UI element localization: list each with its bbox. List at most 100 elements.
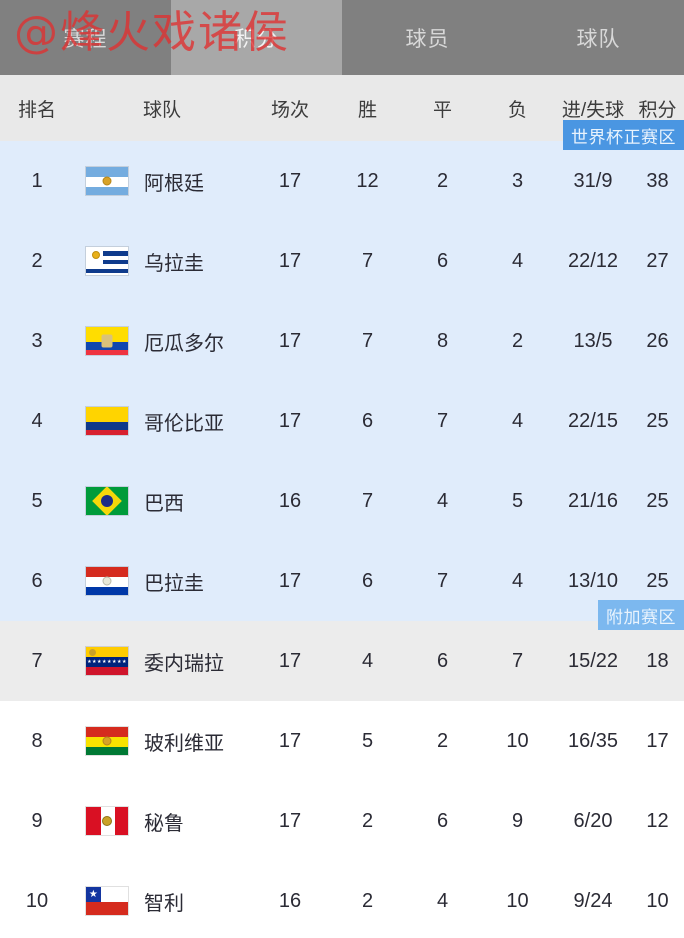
cell-lost: 3 [511,169,524,192]
cell-lost: 10 [506,729,529,752]
cell-played: 16 [278,489,302,512]
cell-team-name: 巴拉圭 [144,572,204,595]
column-header-draw: 平 [432,99,452,121]
cell-points: 25 [646,569,669,592]
cell-goals: 15/22 [567,649,619,672]
cell-draw: 7 [436,569,449,592]
flag-graphic [85,806,129,836]
column-header-points: 积分 [638,99,677,121]
cell-lost: 7 [511,649,524,672]
flag-paraguay-icon [74,566,140,596]
table-row[interactable]: 9 秘鲁 17 2 6 9 6/20 12 [0,781,684,861]
flag-brazil-icon [74,486,140,516]
table-header-row: 排名 球队 场次 胜 平 负 进/失球 积分 [0,75,684,141]
tab-label: 球员 [405,27,450,51]
cell-played: 17 [278,169,302,192]
cell-goals: 13/10 [567,569,619,592]
cell-goals: 6/20 [573,809,613,832]
tab-1[interactable]: 积分 [171,0,342,75]
tab-label: 赛程 [63,27,108,51]
cell-played: 17 [278,809,302,832]
cell-won: 7 [361,249,374,272]
tab-label: 积分 [234,27,279,51]
cell-points: 38 [646,169,669,192]
cell-points: 17 [646,729,669,752]
cell-rank: 2 [31,249,43,272]
cell-points: 18 [646,649,669,672]
cell-played: 17 [278,249,302,272]
tab-bar: 赛程 积分 球员 球队 [0,0,684,75]
flag-argentina-icon [74,166,140,196]
table-row[interactable]: 4 哥伦比亚 17 6 7 4 22/15 25 [0,381,684,461]
table-row[interactable]: 8 玻利维亚 17 5 2 10 16/35 17 [0,701,684,781]
flag-graphic: ★★★★★★★★ [85,646,129,676]
table-row[interactable]: 2 乌拉圭 17 7 6 4 22/12 27 [0,221,684,301]
cell-team-name: 厄瓜多尔 [144,332,224,355]
cell-lost: 10 [506,889,529,912]
flag-graphic [85,406,129,436]
cell-played: 17 [278,409,302,432]
cell-draw: 6 [436,249,449,272]
flag-graphic [85,726,129,756]
cell-draw: 6 [436,809,449,832]
cell-rank: 1 [31,169,43,192]
cell-goals: 21/16 [567,489,619,512]
cell-lost: 4 [511,569,524,592]
cell-won: 7 [361,329,374,352]
cell-team-name: 智利 [144,892,184,915]
cell-draw: 6 [436,649,449,672]
cell-rank: 3 [31,329,43,352]
flag-graphic [85,246,129,276]
flag-graphic [85,326,129,356]
cell-rank: 6 [31,569,43,592]
flag-graphic [85,566,129,596]
table-row[interactable]: 6 巴拉圭 17 6 7 4 13/10 25 [0,541,684,621]
zone-badge-playoff: 附加赛区 [598,600,684,630]
cell-lost: 5 [511,489,524,512]
tab-2[interactable]: 球员 [342,0,513,75]
tab-0[interactable]: 赛程 [0,0,171,75]
cell-points: 12 [646,809,669,832]
table-row[interactable]: 5 巴西 16 7 4 5 21/16 25 [0,461,684,541]
tab-label: 球队 [576,27,621,51]
flag-graphic [85,486,129,516]
cell-team-name: 玻利维亚 [144,732,224,755]
flag-uruguay-icon [74,246,140,276]
cell-team-name: 委内瑞拉 [144,652,224,675]
standings-table-body: 1 阿根廷 17 12 2 3 31/9 38 世界杯正赛区 2 乌拉圭 17 7 6 4 22/12 27 3 厄… [0,120,684,938]
column-header-played: 场次 [270,99,309,121]
flag-colombia-icon [74,406,140,436]
cell-won: 7 [361,489,374,512]
cell-won: 6 [361,409,374,432]
flag-chile-icon: ★ [74,886,140,916]
cell-played: 17 [278,649,302,672]
column-header-team: 球队 [142,99,181,121]
zone-badge-main: 世界杯正赛区 [563,120,684,150]
cell-goals: 16/35 [567,729,619,752]
cell-played: 16 [278,889,302,912]
cell-goals: 9/24 [573,889,613,912]
cell-played: 17 [278,329,302,352]
cell-rank: 5 [31,489,43,512]
cell-draw: 7 [436,409,449,432]
cell-goals: 22/15 [567,409,619,432]
cell-points: 10 [646,889,669,912]
table-row[interactable]: 7 ★★★★★★★★ 委内瑞拉 17 4 6 7 15/22 18 附加赛区 [0,600,684,701]
cell-won: 2 [361,809,374,832]
table-row[interactable]: 1 阿根廷 17 12 2 3 31/9 38 世界杯正赛区 [0,120,684,221]
flag-bolivia-icon [74,726,140,756]
cell-lost: 9 [511,809,524,832]
cell-draw: 2 [436,169,449,192]
cell-team-name: 阿根廷 [144,172,204,195]
cell-team-name: 哥伦比亚 [144,412,224,435]
cell-played: 17 [278,569,302,592]
cell-draw: 8 [436,329,449,352]
cell-draw: 4 [436,889,449,912]
tab-3[interactable]: 球队 [513,0,684,75]
cell-rank: 9 [31,809,43,832]
table-row[interactable]: 3 厄瓜多尔 17 7 8 2 13/5 26 [0,301,684,381]
cell-lost: 4 [511,249,524,272]
flag-peru-icon [74,806,140,836]
table-row[interactable]: 10 ★ 智利 16 2 4 10 9/24 10 [0,861,684,938]
